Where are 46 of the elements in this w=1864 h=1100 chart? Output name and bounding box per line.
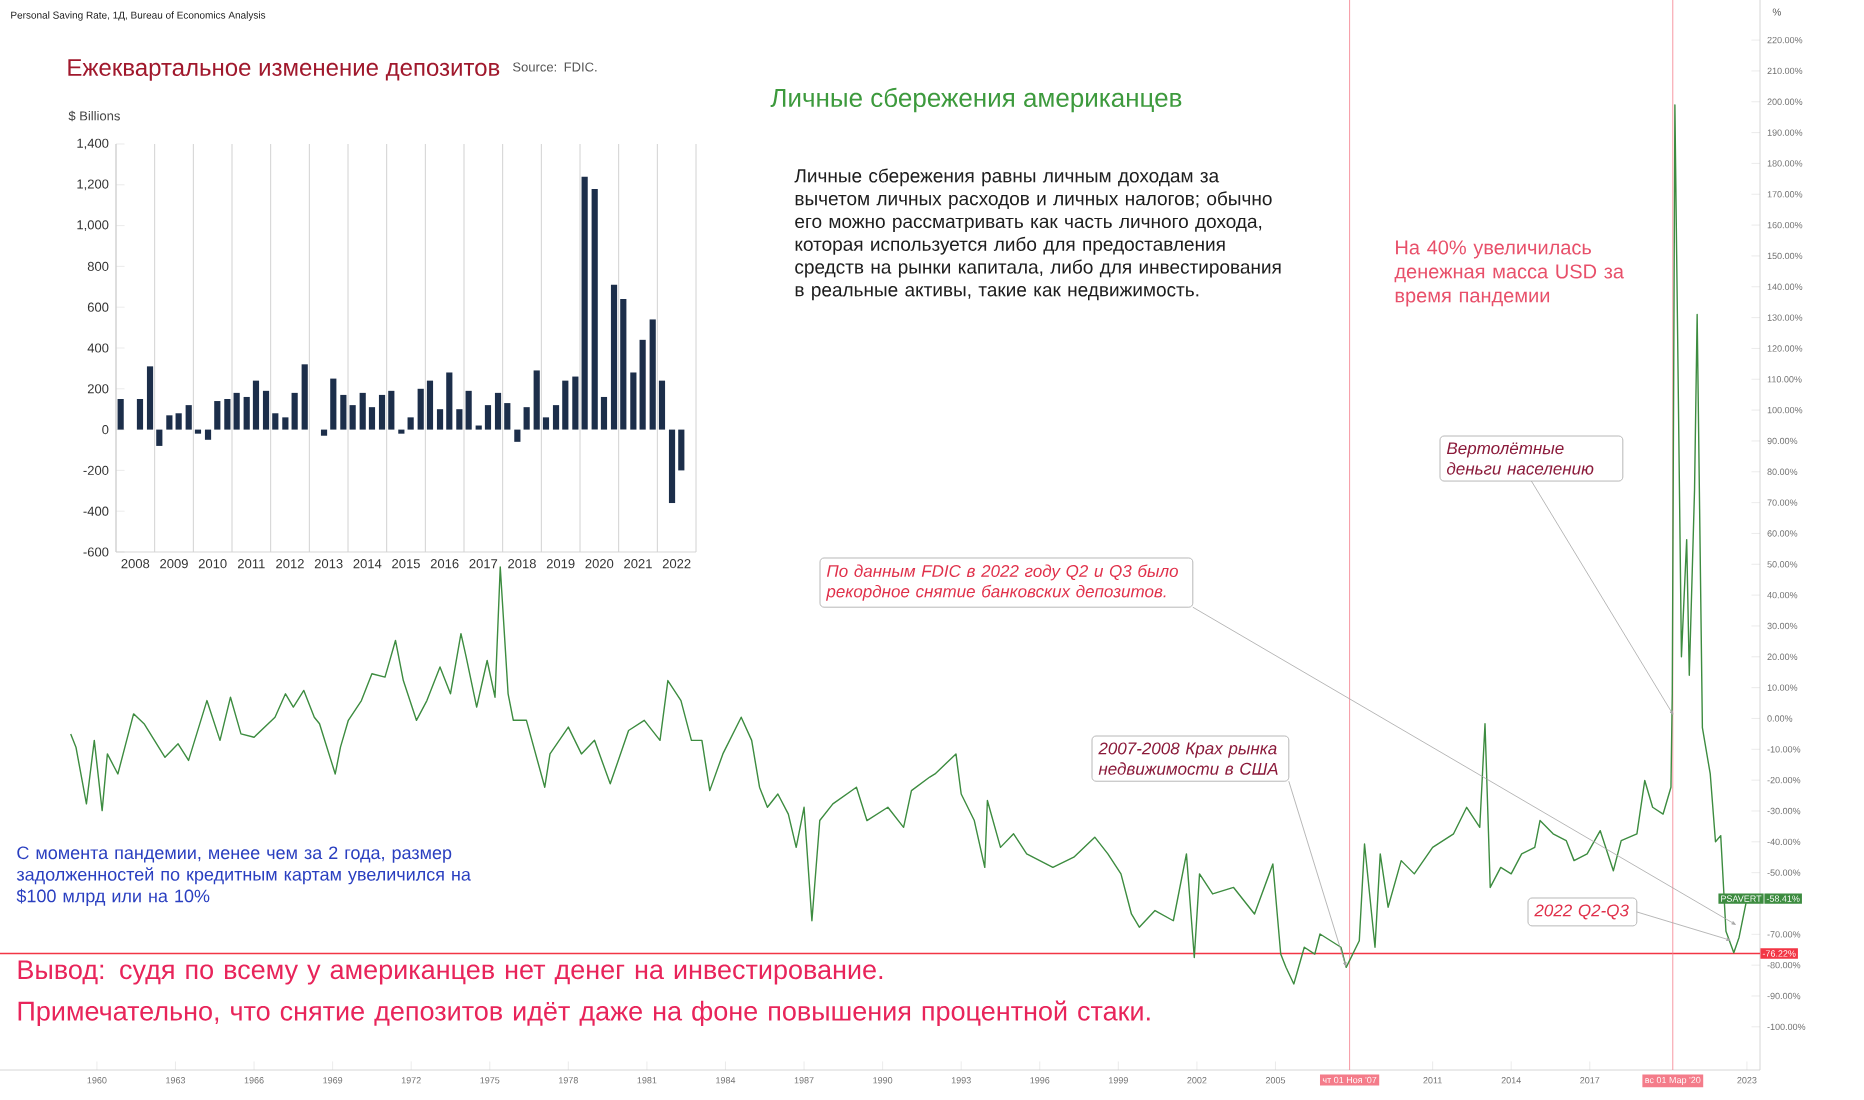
bar bbox=[146, 366, 154, 430]
chart-title: Ежеквартальное изменение депозитов bbox=[68, 59, 500, 81]
text: Личные сбережения американцев bbox=[770, 87, 1182, 113]
bar bbox=[484, 405, 492, 430]
bar bbox=[514, 429, 521, 442]
bar bbox=[378, 394, 386, 430]
bar bbox=[224, 398, 231, 430]
bar bbox=[117, 398, 124, 430]
bar bbox=[291, 392, 298, 430]
bar bbox=[523, 407, 530, 430]
bar bbox=[581, 176, 588, 430]
annotation: 2007-2008 Крах рынка недвижимости в США bbox=[1098, 742, 1278, 775]
bar bbox=[214, 401, 221, 430]
bar bbox=[282, 417, 289, 430]
bar bbox=[320, 429, 328, 436]
bar bbox=[630, 372, 637, 430]
annotation: С момента пандемии, менее чем за 2 года, размер задолженностей по кредитным картам увеличился на $100 млрд или на 10% bbox=[16, 846, 471, 906]
bar bbox=[185, 405, 192, 430]
bar bbox=[175, 413, 182, 430]
bar bbox=[233, 392, 240, 430]
annotation: На 40% увеличилась денежная масса USD за время пандемии bbox=[1394, 240, 1624, 307]
bar bbox=[330, 378, 337, 430]
bar bbox=[262, 390, 270, 430]
annotation: Личные сбережения равны личным доходам за вычетом личных расходов и личных налогов; обычно его можно рассматривать как часть личного дохода, которая используется либо для предоставления средств на рынки капитала, либо для инвестирования в реальные активы, такие как недвижимость. bbox=[794, 168, 1281, 301]
bar bbox=[639, 339, 646, 430]
bar bbox=[166, 415, 173, 430]
bar bbox=[494, 392, 502, 430]
bar bbox=[572, 376, 579, 430]
bar bbox=[156, 429, 163, 446]
annotation: Примечательно, что снятие депозитов идёт даже на фоне повышения процентной стаки. bbox=[18, 1000, 1150, 1027]
bar bbox=[426, 380, 434, 430]
bar bbox=[301, 364, 308, 430]
bar bbox=[204, 429, 212, 440]
bar bbox=[407, 417, 414, 430]
bar bbox=[610, 284, 618, 430]
bar bbox=[668, 429, 676, 504]
bar bbox=[252, 380, 260, 430]
bar bbox=[340, 394, 347, 430]
annotation: Вертолётные деньги населению bbox=[1446, 442, 1594, 475]
bar bbox=[456, 409, 463, 430]
bar bbox=[136, 398, 144, 430]
annotation: Вывод: судя по всему у американцев нет денег на инвестирование. bbox=[18, 960, 883, 985]
annotation: По данным FDIC в 2022 году Q2 и Q3 было рекордное снятие банковских депозитов. bbox=[826, 564, 1178, 601]
bar bbox=[349, 405, 356, 430]
bar bbox=[465, 390, 472, 430]
annotation: 2022 Q2-Q3 bbox=[1534, 904, 1629, 920]
